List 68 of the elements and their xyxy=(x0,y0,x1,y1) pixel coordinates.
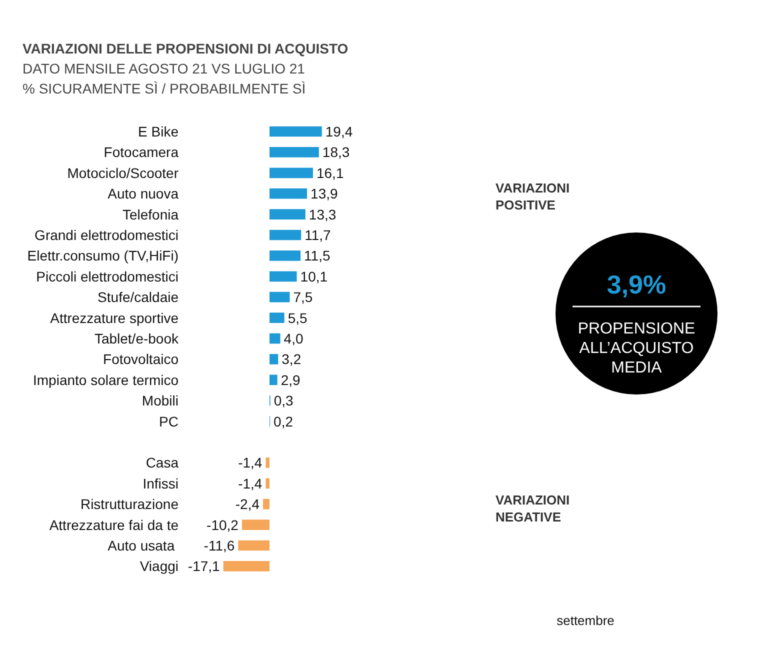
data-label: 5,5 xyxy=(288,310,308,326)
data-label: 13,3 xyxy=(308,206,336,222)
bar xyxy=(266,478,270,489)
data-label: -1,4 xyxy=(238,454,262,471)
y-tick-label: Stufe/caldaie xyxy=(98,289,179,306)
data-label: 13,9 xyxy=(310,186,338,202)
data-label: 7,5 xyxy=(293,289,313,306)
y-tick-label: Elettr.consumo (TV,HiFi) xyxy=(27,248,179,264)
bar xyxy=(270,374,278,386)
bar xyxy=(270,292,290,302)
data-label: 11,5 xyxy=(304,248,330,264)
y-tick-label: Viaggi xyxy=(140,558,179,574)
data-label: -11,6 xyxy=(204,538,235,554)
bar xyxy=(270,250,301,261)
text: PROPENSIONE ALL’ACQUISTO MEDIA xyxy=(578,320,696,377)
y-tick-label: Telefonia xyxy=(122,206,179,222)
y-tick-label: Motociclo/Scooter xyxy=(67,164,179,181)
bar xyxy=(223,561,270,572)
bar xyxy=(270,209,306,220)
data-label: -10,2 xyxy=(206,516,239,533)
y-tick-label: Casa xyxy=(146,454,179,471)
chart-subtitle: DATO MENSILE AGOSTO 21 VS LUGLIO 21 % SICURAMENTE SÌ / PROBABILMENTE SÌ xyxy=(22,60,306,96)
y-tick-label: Attrezzature fai da te xyxy=(49,516,179,533)
y-tick-label: Fotocamera xyxy=(104,144,179,160)
bar xyxy=(270,312,284,323)
y-tick-label: PC xyxy=(159,413,179,430)
text: 3,9% xyxy=(606,270,666,300)
data-label: 16,1 xyxy=(316,164,344,181)
data-label: -2,4 xyxy=(235,496,260,512)
y-tick-label: E Bike xyxy=(138,124,179,140)
y-tick-label: Infissi xyxy=(142,475,179,492)
data-label: 3,2 xyxy=(282,351,302,368)
bar xyxy=(270,354,278,364)
bar xyxy=(242,520,270,530)
y-tick-label: Fotovoltaico xyxy=(103,351,179,368)
bar xyxy=(270,168,313,178)
bar xyxy=(270,230,302,240)
text: VARIAZIONI NEGATIVE xyxy=(496,492,570,525)
data-label: -17,1 xyxy=(188,558,220,574)
data-label: 4,0 xyxy=(284,330,304,346)
bar xyxy=(270,188,308,199)
text: VARIAZIONI POSITIVE xyxy=(496,180,570,213)
y-tick-label: Tablet/e-book xyxy=(94,330,180,346)
y-tick-label: Piccoli elettrodomestici xyxy=(36,268,179,284)
y-tick-label: Auto nuova xyxy=(108,186,179,202)
y-tick-label: Impianto solare termico xyxy=(32,372,179,388)
data-label: -1,4 xyxy=(238,475,262,492)
bar xyxy=(270,126,322,137)
data-label: 19,4 xyxy=(325,124,353,140)
bar xyxy=(270,147,319,158)
y-tick-label: Grandi elettrodomestici xyxy=(34,227,178,243)
data-label: 11,7 xyxy=(304,227,332,243)
bar xyxy=(270,333,280,344)
data-label: 18,3 xyxy=(322,144,350,160)
bar xyxy=(266,458,270,468)
data-label: 2,9 xyxy=(280,372,301,388)
chart-title: VARIAZIONI DELLE PROPENSIONI DI ACQUISTO xyxy=(22,40,348,56)
bar xyxy=(263,498,270,510)
bar xyxy=(238,540,270,551)
data-label: 10,1 xyxy=(300,268,328,284)
data-label: 0,2 xyxy=(274,413,294,430)
y-tick-label: Auto usata xyxy=(108,538,175,554)
text: settembre xyxy=(556,613,614,628)
y-tick-label: Ristrutturazione xyxy=(80,496,179,512)
y-tick-label: Attrezzature sportive xyxy=(50,310,179,326)
y-tick-label: Mobili xyxy=(142,392,179,409)
data-label: 0,3 xyxy=(274,392,294,409)
bar xyxy=(270,271,297,282)
